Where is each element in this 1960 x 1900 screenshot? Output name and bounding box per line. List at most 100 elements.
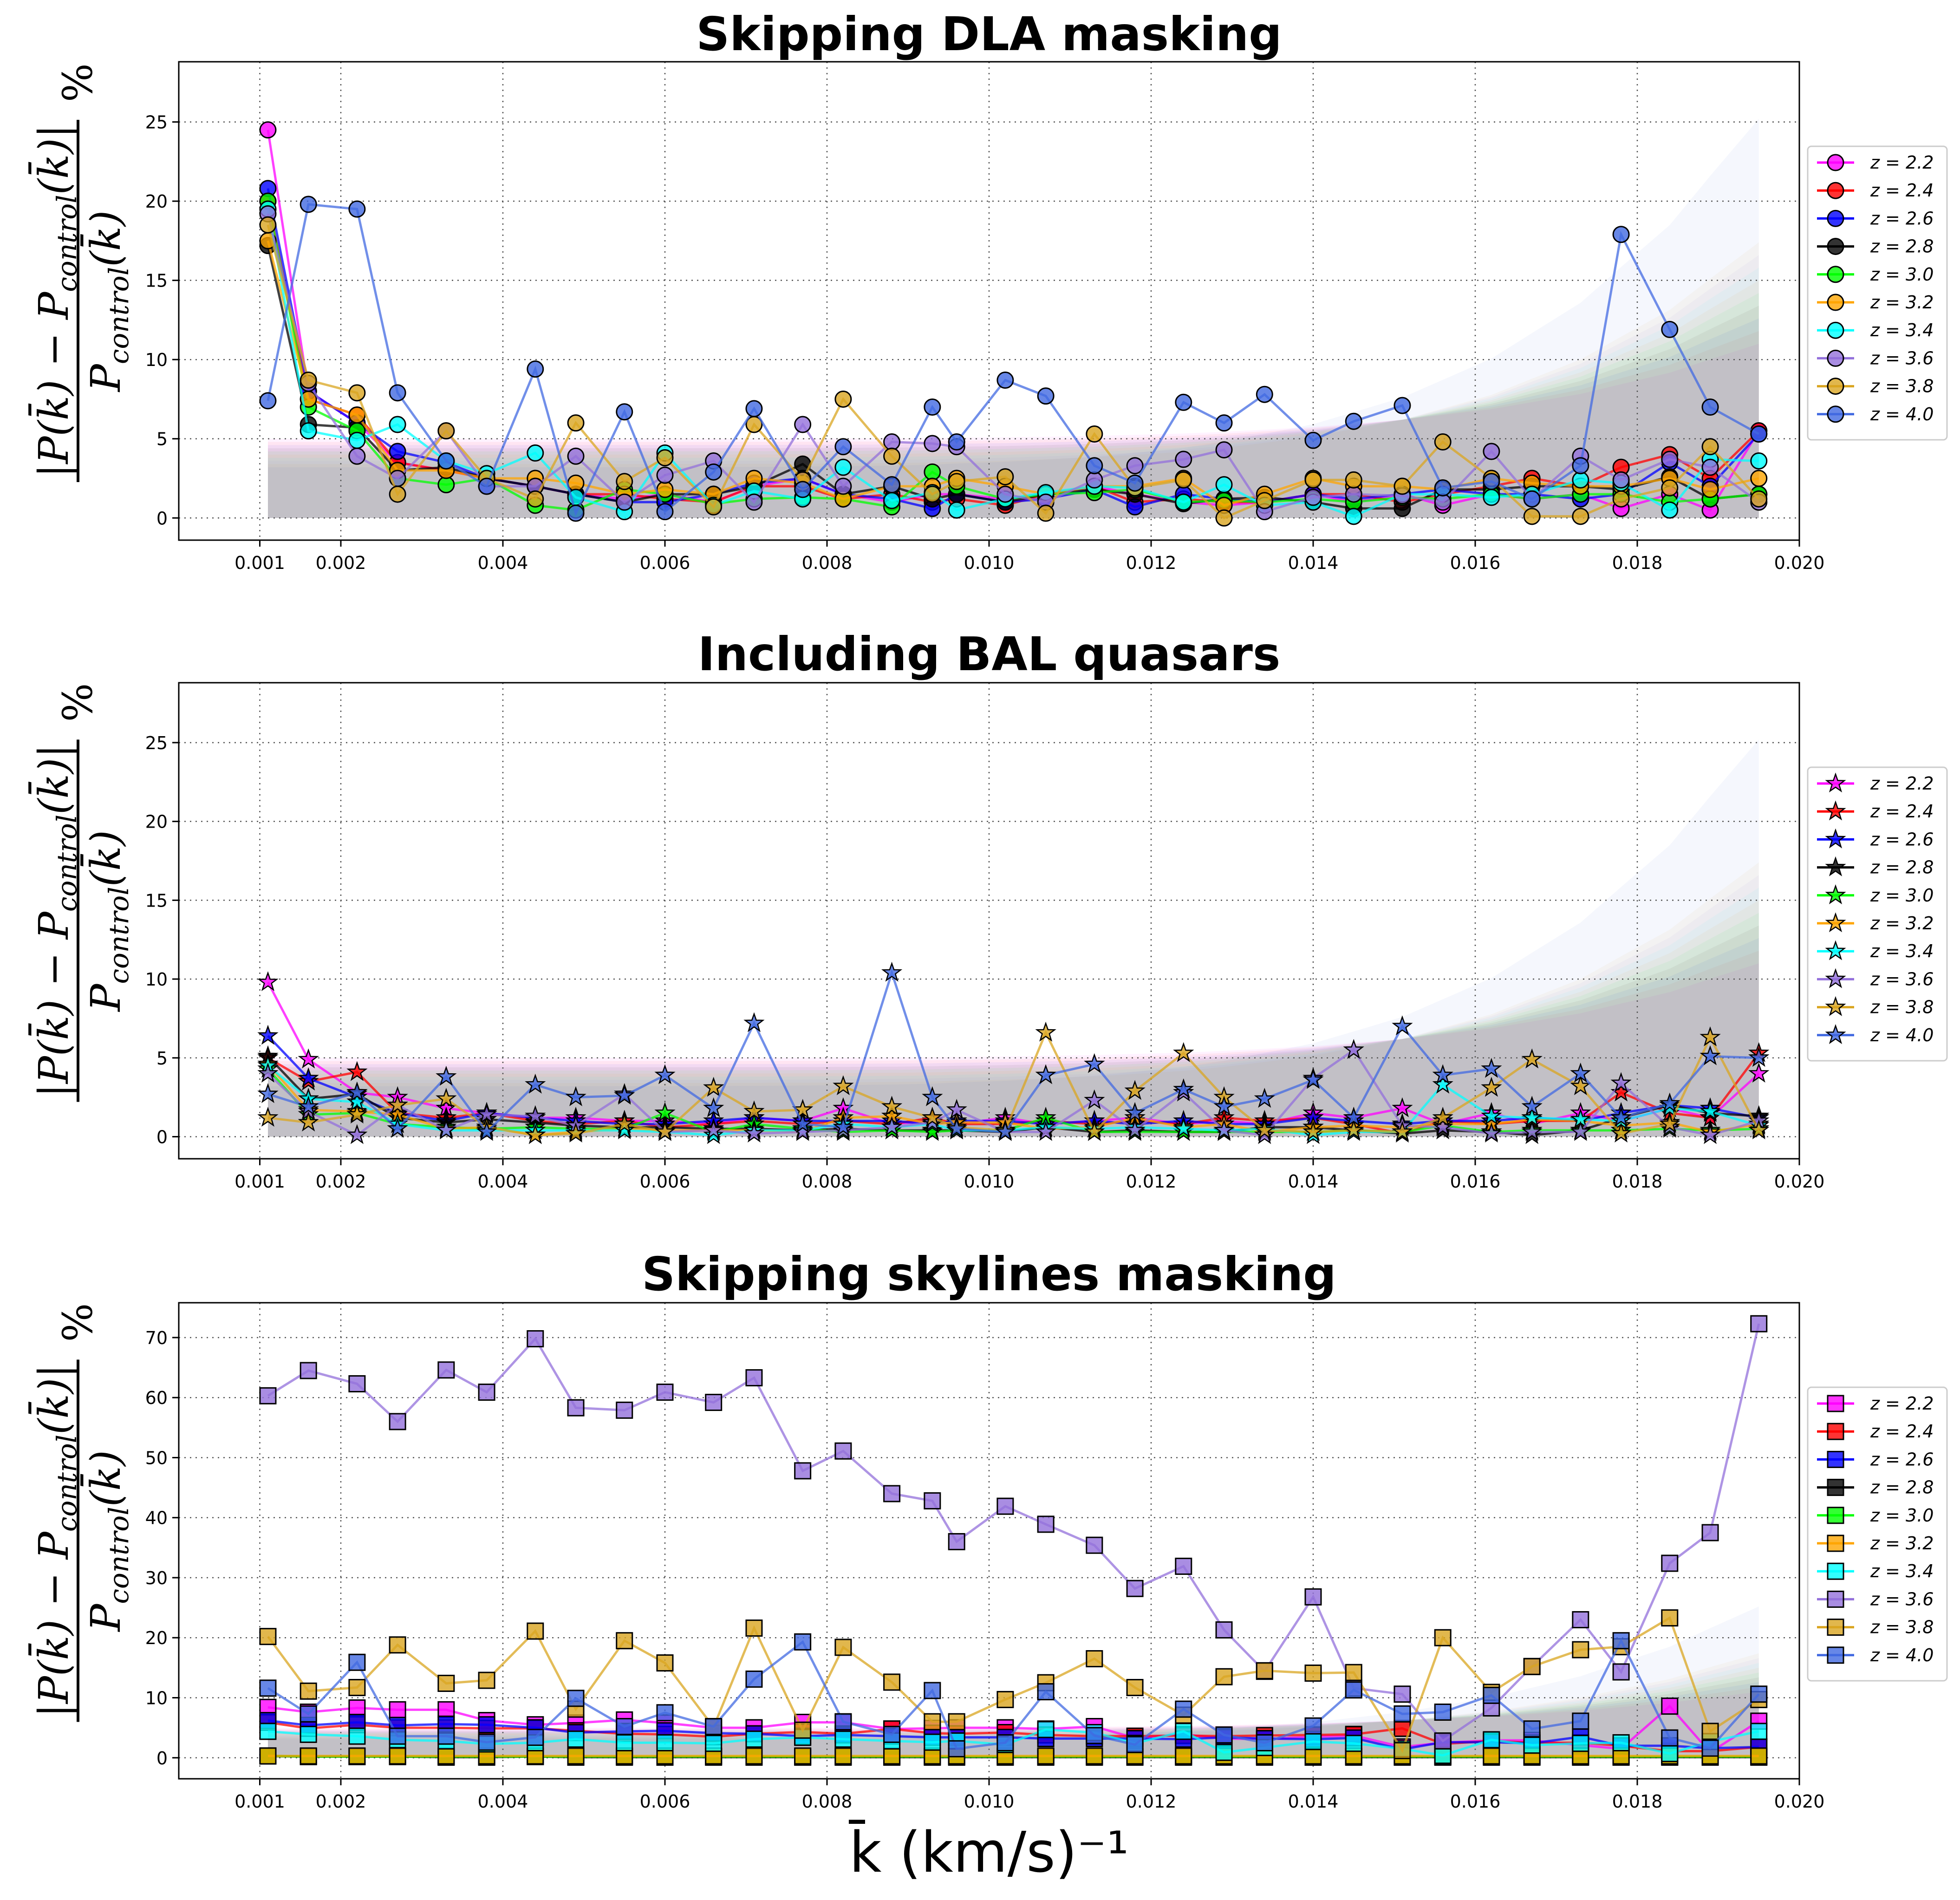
data-point <box>348 1747 366 1765</box>
data-point <box>1175 1557 1192 1575</box>
x-tick-label: 0.004 <box>478 1791 528 1812</box>
data-point <box>1701 1524 1719 1541</box>
data-point <box>656 1384 674 1401</box>
data-point <box>1037 387 1055 405</box>
y-label-part: P <box>82 1603 130 1632</box>
y-label-percent: % <box>54 1303 102 1342</box>
data-point <box>1523 490 1541 508</box>
data-point <box>616 403 633 421</box>
data-point <box>1084 1121 1105 1141</box>
x-tick-label: 0.012 <box>1126 553 1177 573</box>
data-point <box>616 1401 633 1419</box>
data-point <box>924 485 941 503</box>
data-point <box>259 1387 277 1404</box>
data-point <box>1661 320 1679 338</box>
data-point <box>1304 489 1322 506</box>
data-point <box>1521 1048 1543 1069</box>
data-point <box>1750 1723 1768 1740</box>
series-4.0 <box>259 1632 1768 1757</box>
data-point <box>1304 1717 1322 1735</box>
x-tick-label: 0.018 <box>1612 1791 1663 1812</box>
data-point <box>1254 1119 1275 1140</box>
data-point <box>1124 1102 1146 1122</box>
shaded-bands <box>268 739 1759 1137</box>
data-point <box>924 1713 941 1730</box>
data-point <box>614 1119 635 1140</box>
x-tick-label: 0.001 <box>234 553 285 573</box>
y-tick-label: 25 <box>145 112 168 133</box>
data-point <box>995 1121 1016 1141</box>
data-point <box>1037 1515 1055 1533</box>
data-point <box>389 416 406 433</box>
x-tick-label: 0.004 <box>478 553 528 573</box>
data-point <box>1343 1107 1364 1127</box>
data-point <box>1343 1039 1364 1059</box>
data-point <box>567 1747 585 1765</box>
data-point <box>883 492 901 509</box>
data-point <box>614 1084 635 1105</box>
data-point <box>389 1747 406 1765</box>
data-point <box>705 498 723 516</box>
legend-label: z = 2.4 <box>1870 1421 1934 1442</box>
legend-item: z = 3.6 <box>1817 968 1934 989</box>
data-point <box>1523 1720 1541 1738</box>
data-point <box>300 1705 317 1723</box>
y-label-denominator: Pcontrol(k̄) <box>80 1450 135 1632</box>
data-point <box>1256 492 1273 509</box>
legend-label: z = 2.8 <box>1870 236 1934 257</box>
data-point <box>1701 398 1719 416</box>
data-point <box>565 1086 586 1106</box>
data-point <box>346 1081 368 1102</box>
uncertainty-band <box>268 255 1759 518</box>
data-point <box>705 1718 723 1736</box>
legend-item: z = 2.8 <box>1817 236 1934 257</box>
y-tick-label: 15 <box>145 890 168 911</box>
legend-item: z = 2.2 <box>1817 152 1934 173</box>
x-tick-label: 0.010 <box>964 1791 1015 1812</box>
legend-marker <box>1827 1395 1844 1412</box>
legend-label: z = 3.6 <box>1870 348 1934 368</box>
data-point <box>1173 1078 1194 1098</box>
legend-label: z = 2.2 <box>1870 773 1934 794</box>
data-point <box>565 1122 586 1143</box>
y-label-denominator: Pcontrol(k̄) <box>80 210 135 392</box>
data-point <box>389 384 406 402</box>
data-point <box>567 1690 585 1707</box>
data-point <box>883 1725 901 1743</box>
uncertainty-band <box>268 306 1759 518</box>
x-tick-label: 0.006 <box>640 553 690 573</box>
data-point <box>616 1718 633 1736</box>
legend-marker <box>1825 1024 1846 1045</box>
data-point <box>527 360 544 378</box>
data-point <box>1304 1747 1322 1765</box>
x-tick-label: 0.014 <box>1288 553 1339 573</box>
x-tick-label: 0.016 <box>1450 553 1501 573</box>
data-point <box>1483 1686 1500 1704</box>
data-point <box>883 1747 901 1765</box>
data-point <box>883 433 901 451</box>
data-point <box>478 477 495 495</box>
data-point <box>1612 471 1630 489</box>
data-point <box>1612 226 1630 243</box>
data-point <box>1570 1121 1591 1141</box>
uncertainty-band <box>268 118 1759 518</box>
data-point <box>794 416 812 433</box>
data-point <box>527 1622 544 1640</box>
data-point <box>1213 1096 1235 1116</box>
y-tick-label: 10 <box>145 969 168 990</box>
data-point <box>656 503 674 521</box>
data-point <box>300 1747 317 1765</box>
y-axis-label: |P(k̄) − Pcontrol(k̄)|Pcontrol(k̄)% <box>28 683 135 1102</box>
data-point <box>1610 1106 1632 1127</box>
legend-label: z = 2.2 <box>1870 1393 1934 1414</box>
data-point <box>259 1747 277 1765</box>
data-point <box>834 1747 852 1765</box>
data-point <box>948 501 965 519</box>
legend-item: z = 3.0 <box>1817 1505 1934 1526</box>
data-point <box>656 449 674 467</box>
data-point <box>948 473 965 490</box>
data-point <box>1126 1679 1144 1697</box>
data-point <box>1481 1105 1502 1125</box>
data-point <box>1086 1536 1103 1554</box>
data-point <box>1215 509 1233 527</box>
